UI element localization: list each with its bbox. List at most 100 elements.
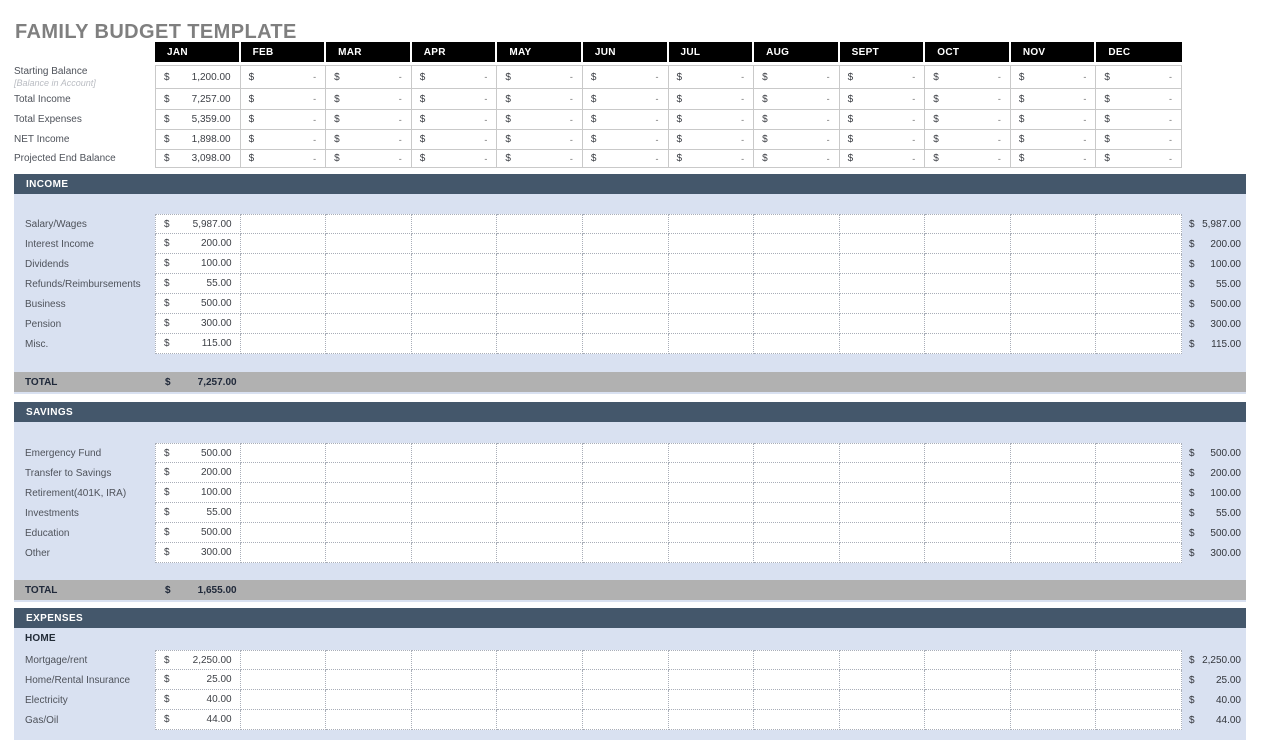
month-cell-empty[interactable] [582,334,669,354]
month-cell-jan[interactable]: $100.00 [155,254,241,274]
month-cell-empty[interactable] [1096,483,1182,503]
month-cell-empty[interactable] [326,274,412,294]
month-cell-empty[interactable] [1010,710,1097,730]
summary-cell-empty[interactable]: $ - [497,65,583,89]
month-cell-empty[interactable] [1096,334,1182,354]
month-cell-empty[interactable] [925,483,1011,503]
month-cell-empty[interactable] [925,463,1011,483]
month-cell-empty[interactable] [411,463,498,483]
summary-cell-empty[interactable]: $ - [1010,65,1097,89]
month-cell-empty[interactable] [326,503,412,523]
month-cell-jan[interactable]: $300.00 [155,314,241,334]
summary-cell-empty[interactable]: $ - [582,65,669,89]
month-cell-empty[interactable] [240,294,327,314]
month-cell-empty[interactable] [839,503,926,523]
month-cell-empty[interactable] [1096,443,1182,463]
month-cell-empty[interactable] [326,334,412,354]
month-cell-empty[interactable] [668,314,755,334]
month-cell-empty[interactable] [668,503,755,523]
month-cell-empty[interactable] [925,314,1011,334]
month-cell-empty[interactable] [497,543,583,563]
month-cell-jan[interactable]: $500.00 [155,523,241,543]
month-cell-empty[interactable] [582,294,669,314]
summary-cell-empty[interactable]: $ - [411,89,498,110]
month-cell-empty[interactable] [754,294,840,314]
summary-cell-empty[interactable]: $ - [1010,110,1097,130]
summary-cell-empty[interactable]: $ - [925,130,1011,150]
month-cell-empty[interactable] [497,443,583,463]
month-cell-empty[interactable] [668,650,755,670]
month-cell-empty[interactable] [240,670,327,690]
month-cell-empty[interactable] [1096,234,1182,254]
summary-cell-empty[interactable]: $ - [326,110,412,130]
summary-cell-jan[interactable]: $1,898.00 [155,130,241,150]
summary-cell-empty[interactable]: $ - [839,110,926,130]
month-cell-empty[interactable] [240,523,327,543]
summary-cell-empty[interactable]: $ - [1096,65,1182,89]
month-cell-empty[interactable] [925,543,1011,563]
month-cell-empty[interactable] [582,670,669,690]
month-cell-empty[interactable] [668,483,755,503]
summary-cell-empty[interactable]: $ - [925,110,1011,130]
summary-cell-empty[interactable]: $ - [411,110,498,130]
month-cell-empty[interactable] [582,543,669,563]
total-value-cell[interactable]: $7,257.00 [155,372,241,392]
month-cell-empty[interactable] [582,503,669,523]
month-cell-empty[interactable] [668,334,755,354]
month-cell-empty[interactable] [668,274,755,294]
month-cell-empty[interactable] [497,710,583,730]
month-cell-empty[interactable] [839,334,926,354]
month-cell-empty[interactable] [1010,443,1097,463]
month-cell-empty[interactable] [326,690,412,710]
month-cell-empty[interactable] [839,463,926,483]
month-cell-empty[interactable] [1010,463,1097,483]
month-header-apr[interactable]: APR [411,42,496,62]
month-cell-empty[interactable] [839,710,926,730]
month-cell-empty[interactable] [1096,650,1182,670]
month-cell-empty[interactable] [240,650,327,670]
month-header-jul[interactable]: JUL [668,42,753,62]
month-cell-empty[interactable] [497,523,583,543]
month-cell-empty[interactable] [754,334,840,354]
summary-cell-empty[interactable]: $ - [754,110,840,130]
month-cell-empty[interactable] [497,214,583,234]
month-cell-empty[interactable] [1010,234,1097,254]
month-cell-empty[interactable] [1010,314,1097,334]
month-cell-empty[interactable] [1010,670,1097,690]
month-cell-empty[interactable] [411,274,498,294]
summary-cell-empty[interactable]: $ - [326,150,412,168]
month-cell-empty[interactable] [240,483,327,503]
summary-cell-jan[interactable]: $5,359.00 [155,110,241,130]
month-cell-empty[interactable] [497,650,583,670]
month-cell-empty[interactable] [1096,543,1182,563]
month-cell-empty[interactable] [839,443,926,463]
month-cell-empty[interactable] [925,274,1011,294]
summary-cell-empty[interactable]: $ - [497,89,583,110]
month-cell-jan[interactable]: $5,987.00 [155,214,241,234]
summary-cell-empty[interactable]: $ - [668,65,755,89]
month-cell-empty[interactable] [582,443,669,463]
month-cell-empty[interactable] [925,690,1011,710]
summary-cell-empty[interactable]: $ - [240,65,327,89]
summary-cell-empty[interactable]: $ - [668,110,755,130]
month-cell-empty[interactable] [411,334,498,354]
summary-cell-empty[interactable]: $ - [582,89,669,110]
summary-cell-empty[interactable]: $ - [839,130,926,150]
summary-cell-empty[interactable]: $ - [240,89,327,110]
month-cell-empty[interactable] [839,234,926,254]
summary-cell-jan[interactable]: $3,098.00 [155,150,241,168]
month-cell-empty[interactable] [582,463,669,483]
month-cell-jan[interactable]: $55.00 [155,274,241,294]
month-cell-empty[interactable] [326,214,412,234]
month-cell-empty[interactable] [582,650,669,670]
month-cell-empty[interactable] [1010,543,1097,563]
summary-cell-empty[interactable]: $ - [497,110,583,130]
month-cell-empty[interactable] [668,234,755,254]
month-cell-jan[interactable]: $115.00 [155,334,241,354]
month-cell-empty[interactable] [497,503,583,523]
month-cell-empty[interactable] [582,690,669,710]
month-cell-empty[interactable] [240,543,327,563]
month-cell-empty[interactable] [411,710,498,730]
month-cell-empty[interactable] [754,523,840,543]
month-cell-empty[interactable] [582,214,669,234]
